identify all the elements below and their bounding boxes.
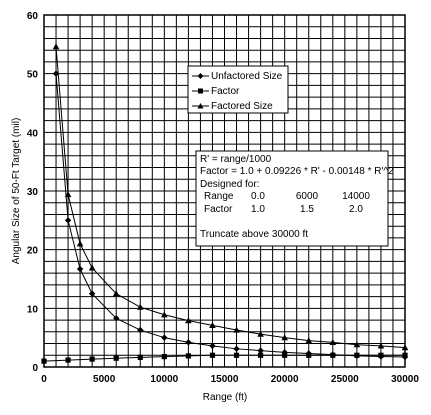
data-point-triangle (64, 191, 72, 198)
data-point-square (306, 352, 312, 358)
series-line (43, 354, 405, 362)
plot-frame (43, 14, 406, 368)
x-tick-label: 25000 (331, 374, 359, 385)
data-point-square (41, 358, 47, 364)
data-point-triangle (257, 330, 264, 337)
x-tick-label: 20000 (271, 374, 299, 385)
annotation-line-3: Designed for: (200, 179, 259, 190)
annotation-header-label: Range (204, 191, 234, 202)
data-point-square (113, 355, 119, 361)
data-point-triangle (233, 326, 240, 333)
x-tick-label: 15000 (211, 374, 239, 385)
data-point-square (258, 352, 264, 358)
data-point-diamond (137, 326, 144, 334)
data-point-triangle (136, 303, 144, 310)
annotation-header-value-3: 14000 (342, 191, 370, 202)
data-point-square (185, 353, 191, 359)
annotation-header-value-2: 6000 (296, 191, 319, 202)
annotation-line-1: R' = range/1000 (200, 154, 272, 165)
data-point-square (161, 354, 167, 360)
data-point-square (354, 352, 360, 358)
annotation-footer: Truncate above 30000 ft (200, 229, 308, 240)
data-point-triangle (88, 264, 96, 271)
annotation-row-value-1: 1.0 (251, 204, 265, 215)
data-point-square (65, 357, 71, 363)
data-point-triangle (353, 341, 361, 348)
annotation-line-2: Factor = 1.0 + 0.09226 * R' - 0.00148 * … (200, 166, 394, 177)
data-point-diamond (257, 347, 264, 354)
annotation-box: R' = range/1000 Factor = 1.0 + 0.09226 *… (195, 150, 394, 247)
plot-area-border (43, 14, 406, 368)
legend-entry-factored: Factored Size (192, 101, 273, 112)
data-point-diamond (113, 315, 120, 322)
y-tick-label: 20 (27, 246, 39, 257)
annotation-header-value-1: 0.0 (251, 191, 265, 202)
x-tick-label: 0 (41, 374, 47, 385)
legend-entry-factor: Factor (192, 86, 240, 97)
legend-marker-diamond (197, 73, 204, 79)
data-point-diamond (161, 334, 168, 341)
y-tick-label: 60 (27, 11, 39, 22)
data-point-square (330, 352, 336, 358)
legend-label-unfactored: Unfactored Size (211, 71, 283, 82)
annotation-row-value-2: 1.5 (300, 204, 314, 215)
annotation-row-label: Factor (204, 204, 233, 215)
data-point-triangle (329, 338, 337, 345)
data-point-triangle (161, 311, 168, 318)
data-point-square (402, 352, 408, 358)
y-tick-label: 10 (27, 304, 39, 315)
data-point-triangle (401, 344, 409, 351)
data-point-triangle (281, 334, 288, 341)
x-tick-label: 30000 (391, 374, 419, 385)
data-point-triangle (209, 321, 216, 328)
data-point-triangle (185, 317, 192, 324)
data-point-triangle (52, 43, 60, 50)
data-point-triangle (377, 342, 385, 349)
y-axis-title: Angular Size of 50-Ft Target (mil) (11, 118, 22, 265)
data-point-diamond (185, 339, 192, 346)
data-point-square (209, 352, 216, 358)
data-point-diamond (209, 342, 216, 350)
legend-entry-unfactored: Unfactored Size (192, 71, 283, 82)
data-point-diamond (88, 290, 96, 297)
y-tick-label: 40 (27, 128, 39, 139)
legend-label-factored: Factored Size (211, 101, 273, 112)
legend-label-factor: Factor (211, 86, 240, 97)
data-point-diamond (64, 217, 72, 224)
y-tick-label: 30 (27, 187, 39, 198)
annotation-row-value-3: 2.0 (349, 204, 363, 215)
legend-box (187, 65, 289, 114)
legend: Unfactored Size Factor Factored Size (187, 65, 289, 114)
data-point-diamond (233, 345, 240, 353)
data-point-square (137, 354, 143, 360)
legend-marker-triangle (197, 103, 204, 109)
x-axis-title: Range (ft) (203, 392, 247, 403)
data-point-square (89, 356, 95, 362)
tick-labels: 0 5000 10000 15000 20000 25000 30000 0 10 20 30 40 5… (27, 11, 419, 385)
data-point-triangle (112, 290, 120, 297)
data-point-triangle (76, 240, 84, 247)
data-point-square (378, 352, 384, 358)
series-layer (41, 43, 409, 364)
x-tick-label: 10000 (150, 374, 178, 385)
data-point-triangle (305, 337, 313, 344)
series-triangle (52, 43, 409, 351)
x-tick-label: 5000 (93, 374, 116, 385)
y-tick-label: 0 (32, 363, 38, 374)
y-tick-label: 50 (27, 70, 39, 81)
data-point-square (282, 352, 288, 358)
annotation-frame (195, 150, 389, 247)
legend-marker-square (198, 88, 203, 94)
data-point-diamond (76, 265, 84, 273)
series-square (41, 352, 408, 364)
data-point-square (233, 352, 240, 358)
